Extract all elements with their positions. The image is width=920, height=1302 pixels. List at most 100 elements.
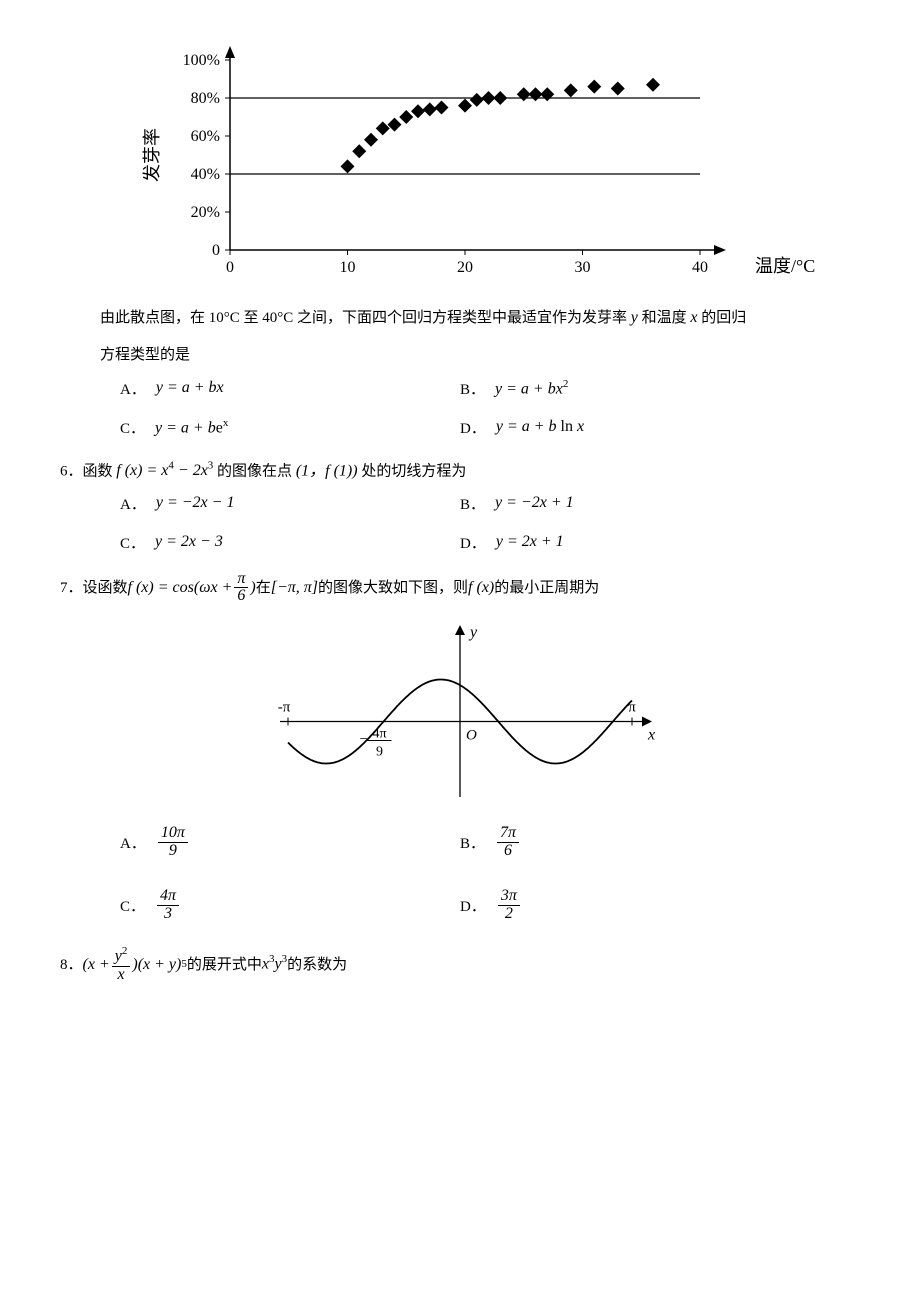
q5-opt-d: D． y = a + b ln x	[460, 417, 800, 438]
q5-context: 由此散点图，在 10°C 至 40°C 之间，下面四个回归方程类型中最适宜作为发…	[100, 303, 860, 333]
svg-text:y: y	[468, 624, 478, 641]
num: 10π	[158, 825, 188, 843]
q7-opt-a: A． 10π 9	[120, 825, 460, 860]
q7-end: 的最小正周期为	[494, 574, 599, 603]
q8-expr: (x + y2 x )(x + y)5	[83, 946, 187, 983]
y: y	[274, 956, 281, 973]
q6-opt-c: C． y = 2x − 3	[120, 532, 460, 553]
f-pre: f (x) = cos(ωx +	[128, 573, 233, 603]
fx-minus: − 2x	[174, 462, 208, 479]
opt-label: D．	[460, 895, 486, 916]
eq-sup: x	[223, 417, 229, 429]
frac: 7π 6	[497, 825, 519, 860]
den: 2	[502, 906, 516, 923]
q5-opt-a: A． y = a + bx	[120, 378, 460, 399]
eq-pre: y = a + b	[155, 420, 216, 437]
q5-opt-b: B． y = a + bx2	[460, 378, 800, 399]
q7-mid: 在	[256, 574, 271, 603]
scatter-chart: 020%40%60%80%100%010203040发芽率温度/°C	[100, 40, 860, 295]
opt-label: A．	[120, 832, 146, 853]
fx-body: f (x) = x	[116, 462, 168, 479]
num: 3π	[498, 888, 520, 906]
frac: 3π 2	[498, 888, 520, 923]
sup: 2	[122, 945, 128, 957]
cos-svg: yxO-ππ−4π9	[260, 617, 660, 807]
q5-b-eq: y = a + bx2	[495, 378, 568, 398]
q6-opt-b: B． y = −2x + 1	[460, 493, 800, 514]
q7-opt-c: C． 4π 3	[120, 888, 460, 923]
eq-e: e	[216, 420, 223, 437]
eq-pre: y = a + b	[496, 418, 561, 435]
q7-options: A． 10π 9 B． 7π 6 C． 4π 3 D． 3π 2	[120, 825, 860, 922]
frac: 4π 3	[157, 888, 179, 923]
svg-text:温度/°C: 温度/°C	[755, 256, 815, 276]
svg-text:0: 0	[226, 259, 234, 276]
opt-label: A．	[120, 493, 146, 514]
q5-x: x	[690, 309, 697, 326]
opt-label: B．	[460, 832, 485, 853]
y: y	[115, 948, 122, 965]
q7-num: 7．	[60, 574, 83, 603]
eq: y = −2x + 1	[495, 494, 574, 512]
q6-opt-d: D． y = 2x + 1	[460, 532, 800, 553]
svg-text:0: 0	[212, 242, 220, 259]
opt-label: D．	[460, 417, 486, 438]
q5-opt-c: C． y = a + bex	[120, 417, 460, 438]
num: 7π	[497, 825, 519, 843]
q6-stem: 6．函数 f (x) = x4 − 2x3 的图像在点 (1，f (1)) 处的…	[60, 456, 860, 487]
q5-context-line2: 方程类型的是	[100, 341, 860, 370]
q5-a-eq: y = a + bx	[156, 379, 224, 397]
eq-sup: 2	[563, 378, 569, 390]
svg-text:40%: 40%	[191, 166, 220, 183]
den: 9	[166, 843, 180, 860]
opt-label: C．	[120, 417, 145, 438]
svg-text:-π: -π	[278, 700, 291, 716]
svg-text:40: 40	[692, 259, 708, 276]
eq-x: x	[573, 418, 584, 435]
q7-stem: 7． 设函数 f (x) = cos(ωx + π 6 ) 在 [−π, π] …	[60, 571, 860, 606]
q8-post: 的展开式中	[187, 951, 262, 980]
q6-fx: f (x) = x4 − 2x3	[116, 462, 213, 479]
num: π	[234, 571, 248, 589]
den: x	[115, 967, 128, 984]
eq-ln: ln	[561, 418, 573, 435]
svg-text:10: 10	[340, 259, 356, 276]
svg-text:60%: 60%	[191, 128, 220, 145]
eq: y = 2x + 1	[496, 533, 564, 551]
cos-chart-wrap: yxO-ππ−4π9	[60, 617, 860, 807]
q5-c-eq: y = a + bex	[155, 417, 228, 437]
q7-interval: [−π, π]	[271, 573, 318, 603]
q7-opt-d: D． 3π 2	[460, 888, 800, 923]
q6-mid: 的图像在点	[213, 463, 296, 479]
q5-text2: 的回归	[698, 310, 747, 326]
opt-label: B．	[460, 378, 485, 399]
svg-text:9: 9	[376, 745, 383, 760]
q6-opt-a: A． y = −2x − 1	[120, 493, 460, 514]
opt-label: B．	[460, 493, 485, 514]
x: x	[262, 956, 269, 973]
scatter-svg: 020%40%60%80%100%010203040发芽率温度/°C	[100, 40, 820, 290]
svg-text:π: π	[628, 700, 636, 716]
q7-post: 的图像大致如下图，则	[318, 574, 468, 603]
q8-x3y3: x3y3	[262, 949, 287, 980]
expr-mid: )(x + y)	[132, 950, 181, 980]
svg-text:4π: 4π	[373, 727, 387, 742]
den: 6	[234, 588, 248, 605]
opt-label: A．	[120, 378, 146, 399]
num: y2	[112, 946, 131, 966]
frac-y2x: y2 x	[112, 946, 131, 983]
svg-text:100%: 100%	[183, 52, 220, 69]
den: 3	[161, 906, 175, 923]
svg-text:发芽率: 发芽率	[142, 128, 162, 182]
q7-f: f (x) = cos(ωx + π 6 )	[128, 571, 256, 606]
svg-text:30: 30	[575, 259, 591, 276]
svg-text:20%: 20%	[191, 204, 220, 221]
q7-opt-b: B． 7π 6	[460, 825, 800, 860]
opt-label: C．	[120, 895, 145, 916]
eq-body: y = a + bx	[495, 381, 563, 398]
q7-fx: f (x)	[468, 573, 494, 603]
q8-stem: 8． (x + y2 x )(x + y)5 的展开式中 x3y3 的系数为	[60, 946, 860, 983]
q5-options: A． y = a + bx B． y = a + bx2 C． y = a + …	[120, 378, 860, 438]
q6-num: 6．	[60, 463, 83, 479]
svg-text:x: x	[647, 727, 655, 744]
